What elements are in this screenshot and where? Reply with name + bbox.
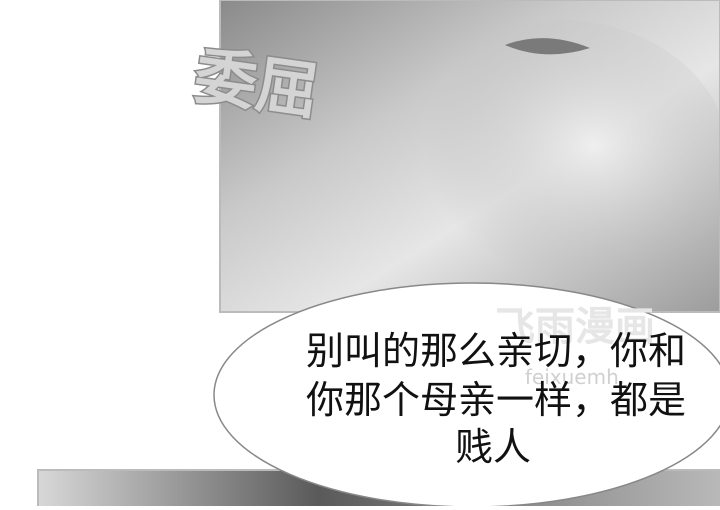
bubble-line: 你那个母亲一样，都是 bbox=[306, 378, 686, 422]
speech-bubble: 飞雨漫画 feixuemh. 别叫的那么亲切，你和 你那个母亲一样，都是 贱人 bbox=[213, 282, 720, 508]
top-panel bbox=[219, 0, 720, 313]
bubble-line: 别叫的那么亲切，你和 bbox=[306, 329, 686, 373]
watermark-title: 飞雨漫画 bbox=[495, 304, 655, 350]
lips bbox=[505, 38, 590, 55]
bubble-line: 贱人 bbox=[455, 425, 531, 469]
watermark-url: feixuemh. bbox=[525, 365, 625, 389]
hands-highlight bbox=[390, 20, 720, 300]
